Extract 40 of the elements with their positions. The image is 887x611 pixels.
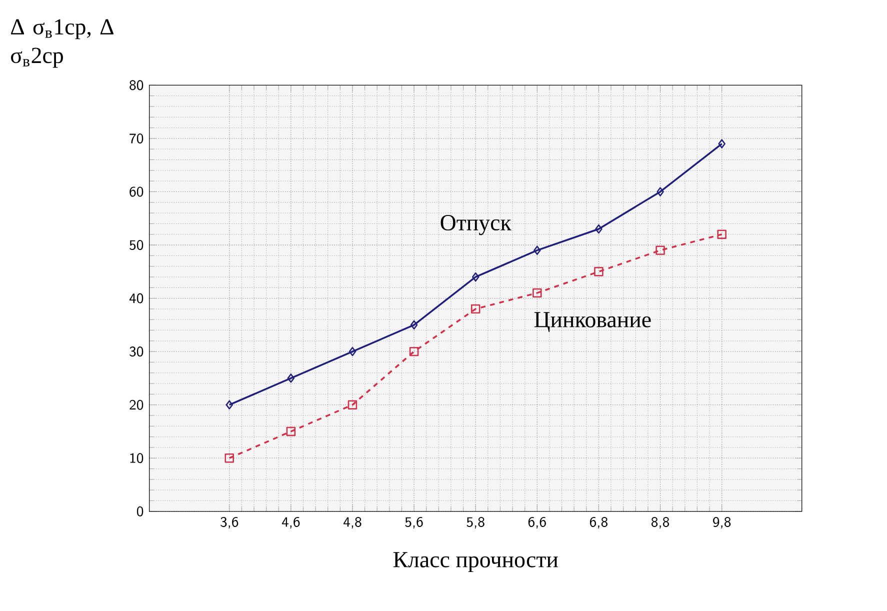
point — [286, 426, 296, 436]
y-tick-label: 80 — [130, 80, 144, 90]
point — [409, 346, 419, 356]
point — [594, 267, 604, 276]
x-tick-label: 4,6 — [282, 517, 300, 529]
point — [656, 187, 664, 196]
point — [226, 400, 233, 410]
y-tick-label: 10 — [130, 453, 144, 464]
point — [348, 400, 358, 410]
x-tick-label: 5,8 — [466, 517, 484, 529]
x-tick-label: 6,8 — [590, 517, 608, 529]
x-axis-title: Класс прочности — [393, 552, 558, 572]
y-tick-label: 0 — [136, 506, 144, 516]
y-tick-label: 60 — [130, 186, 144, 197]
x-tick-label: 5,6 — [405, 517, 423, 529]
x-tick-label: 4,8 — [344, 517, 362, 529]
point — [534, 246, 541, 255]
y-tick-label: 40 — [129, 293, 144, 304]
point — [224, 454, 234, 463]
y-tick-label: 30 — [130, 346, 144, 357]
point — [718, 139, 726, 148]
y-tick-label: 50 — [130, 240, 144, 250]
y-tick-label: 70 — [130, 133, 144, 144]
series-label: Цинкование — [534, 312, 651, 332]
x-tick-label: 9,8 — [713, 517, 731, 529]
point — [656, 246, 665, 255]
x-tick-label: 8,8 — [651, 517, 670, 529]
point — [472, 272, 480, 282]
point — [410, 320, 418, 330]
point — [470, 304, 480, 314]
y-tick-label: 20 — [130, 400, 144, 410]
point — [532, 288, 542, 298]
x-tick-label: 3,6 — [220, 517, 238, 529]
point — [717, 230, 726, 239]
point — [287, 374, 295, 383]
point — [348, 346, 356, 356]
series-label: Отпуск — [440, 215, 512, 236]
x-tick-label: 6,6 — [528, 517, 546, 529]
text: Δ σ$_{в}$1ср, Δ σ$_{в}$2ср — [11, 19, 114, 68]
point — [595, 224, 602, 234]
